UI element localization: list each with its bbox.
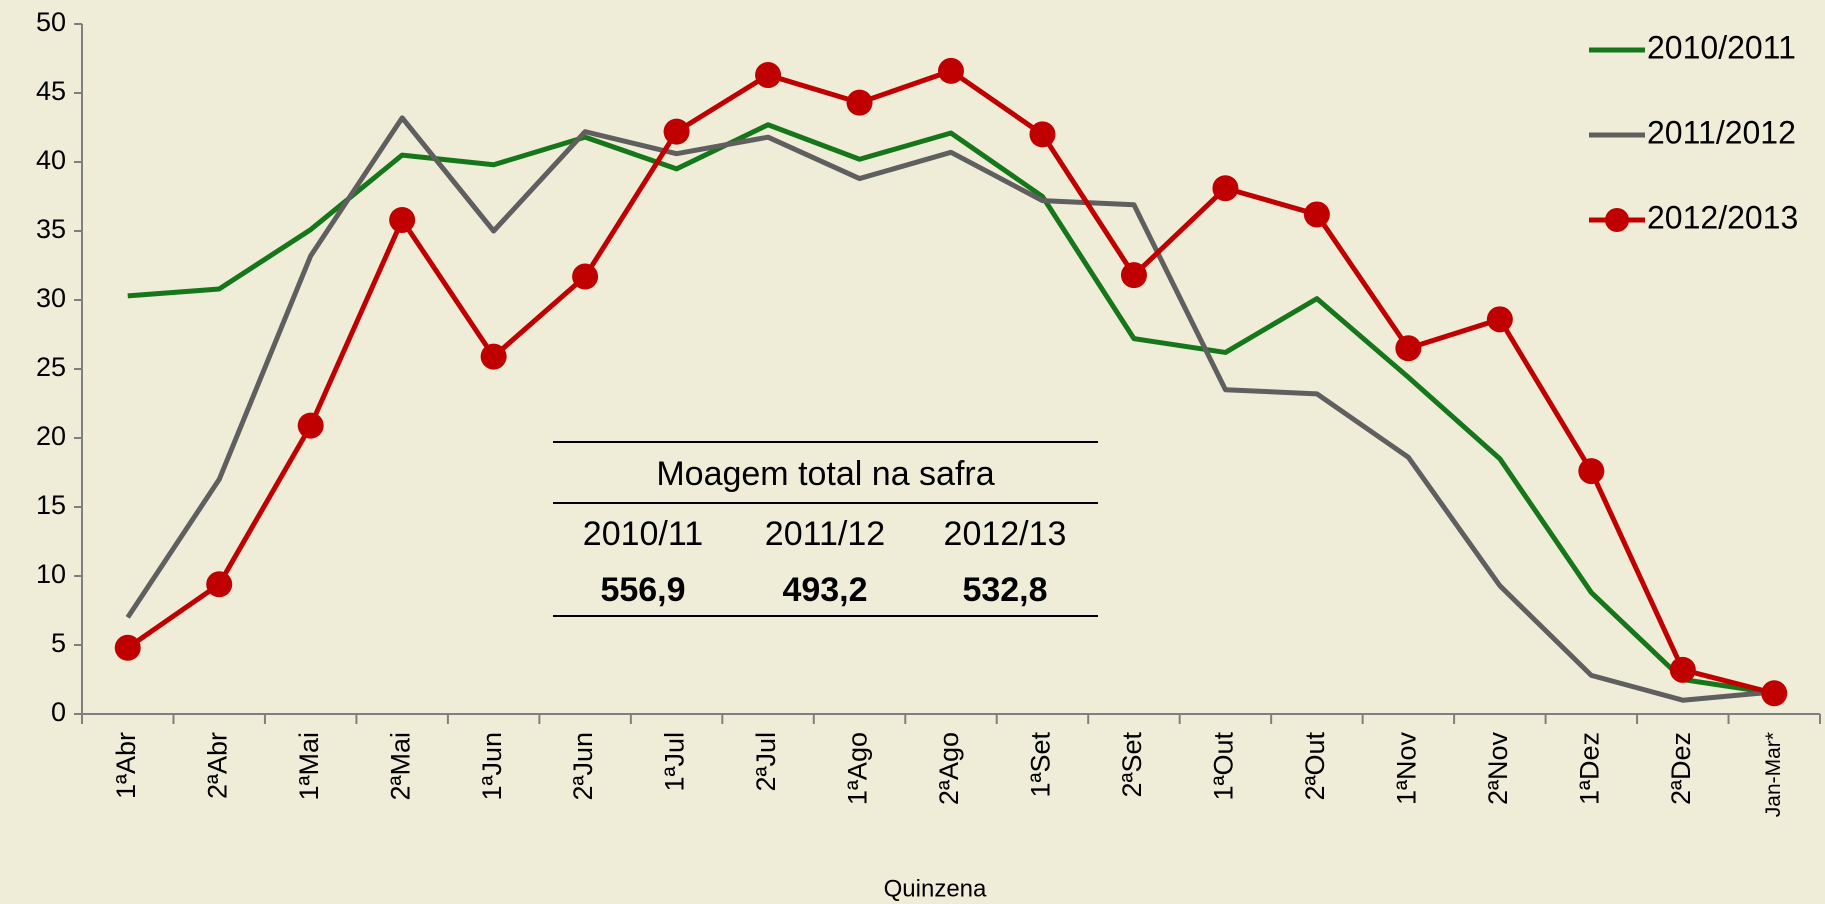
data-point <box>298 413 324 439</box>
data-point <box>755 62 781 88</box>
data-point <box>1121 262 1147 288</box>
y-tick-label: 20 <box>36 421 66 451</box>
x-tick-label: 1ªAbr <box>111 732 141 799</box>
legend-marker <box>1605 208 1629 232</box>
x-tick-label: 2ªOut <box>1300 732 1330 801</box>
background <box>0 0 1825 904</box>
x-tick-label: 2ªJul <box>751 732 781 792</box>
data-point <box>1029 121 1055 147</box>
table-header: 2012/13 <box>944 515 1067 553</box>
table-title: Moagem total na safra <box>656 455 994 493</box>
y-tick-label: 15 <box>36 490 66 520</box>
x-tick-label: 2ªJun <box>568 732 598 801</box>
x-tick-label: 2ªSet <box>1117 732 1147 798</box>
data-point <box>1212 175 1238 201</box>
x-tick-label: 1ªMai <box>294 732 324 801</box>
table-value: 493,2 <box>782 571 867 609</box>
x-tick-label: 1ªJun <box>477 732 507 801</box>
y-tick-label: 45 <box>36 76 66 106</box>
y-tick-label: 5 <box>51 628 66 658</box>
x-tick-label: 1ªDez <box>1574 732 1604 805</box>
x-axis-label: Quinzena <box>884 875 987 902</box>
chart: Quinzena 0 5 10 15 20 25 30 35 40 45 50 1ªAbr 2ªAbr 1… <box>0 0 1825 904</box>
table-value: 532,8 <box>962 571 1047 609</box>
data-point <box>664 119 690 145</box>
x-tick-label: 1ªNov <box>1391 732 1421 806</box>
table-header: 2011/12 <box>765 515 885 553</box>
legend-label: 2010/2011 <box>1647 29 1796 65</box>
data-point <box>1304 201 1330 227</box>
y-tick-label: 0 <box>51 697 66 727</box>
data-point <box>1578 458 1604 484</box>
table-value: 556,9 <box>600 571 685 609</box>
x-tick-label: 2ªDez <box>1666 732 1696 805</box>
table-header: 2010/11 <box>583 515 703 553</box>
legend-label: 2011/2012 <box>1647 114 1796 150</box>
data-point <box>481 344 507 370</box>
data-point <box>1670 657 1696 683</box>
y-tick-label: 25 <box>36 352 66 382</box>
y-tick-label: 40 <box>36 145 66 175</box>
data-point <box>206 571 232 597</box>
x-tick-label: 1ªSet <box>1026 732 1056 798</box>
y-tick-label: 35 <box>36 214 66 244</box>
x-tick-label: 1ªOut <box>1209 732 1239 801</box>
x-tick-label: 2ªNov <box>1483 732 1513 806</box>
legend-label: 2012/2013 <box>1647 199 1798 235</box>
x-tick-label: Jan-Mar* <box>1762 732 1785 817</box>
data-point <box>389 207 415 233</box>
y-tick-label: 10 <box>36 559 66 589</box>
data-point <box>115 635 141 661</box>
y-tick-label: 50 <box>36 7 66 37</box>
data-point <box>572 264 598 290</box>
data-point <box>847 90 873 116</box>
data-point <box>938 58 964 84</box>
data-point <box>1761 680 1787 706</box>
x-tick-label: 2ªMai <box>385 732 415 801</box>
data-point <box>1395 335 1421 361</box>
x-tick-label: 1ªAgo <box>843 732 873 805</box>
data-point <box>1487 306 1513 332</box>
x-tick-label: 2ªAbr <box>202 732 232 799</box>
x-tick-label: 1ªJul <box>660 732 690 792</box>
y-tick-label: 30 <box>36 283 66 313</box>
x-tick-label: 2ªAgo <box>934 732 964 805</box>
